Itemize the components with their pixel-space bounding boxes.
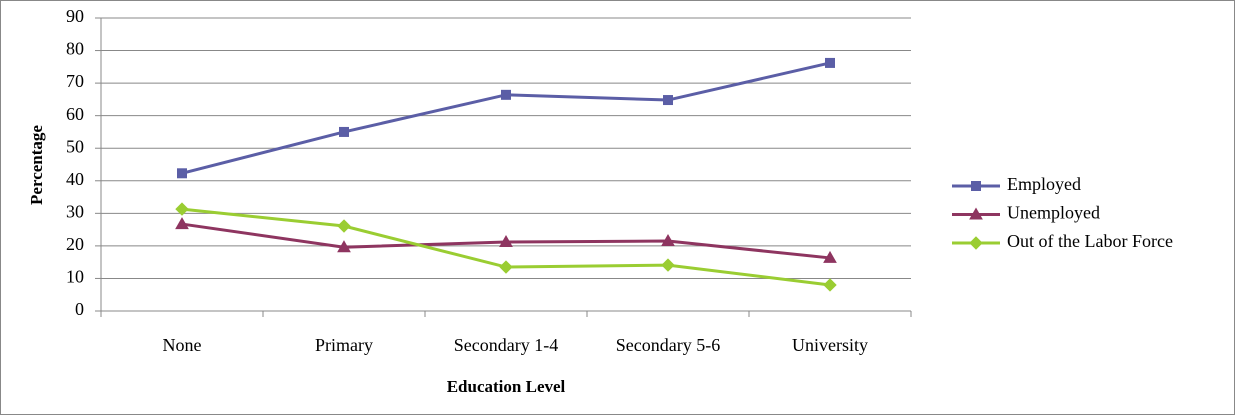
data-point (661, 258, 675, 272)
data-point (337, 219, 351, 233)
legend-marker (969, 236, 983, 250)
data-point (177, 168, 187, 179)
data-point (499, 234, 513, 247)
legend-label: Employed (1007, 174, 1081, 194)
x-tick-label: University (792, 335, 868, 355)
legend-marker (971, 181, 981, 191)
data-point (823, 250, 837, 263)
x-tick-label: Secondary 5-6 (616, 335, 720, 355)
data-point (661, 233, 675, 247)
data-point (663, 95, 673, 106)
data-point (825, 57, 835, 68)
data-point (337, 240, 351, 253)
data-point (175, 202, 189, 216)
data-point (339, 126, 349, 137)
y-tick-label: 50 (66, 136, 84, 156)
data-point (823, 278, 837, 292)
x-tick-label: Primary (315, 335, 373, 355)
y-tick-label: 30 (66, 201, 84, 221)
y-tick-label: 60 (66, 104, 84, 124)
y-tick-label: 90 (66, 6, 84, 26)
y-tick-label: 0 (75, 299, 84, 319)
data-point (499, 260, 513, 274)
y-tick-label: 40 (66, 169, 84, 189)
y-tick-label: 20 (66, 234, 84, 254)
data-point (175, 217, 189, 230)
x-tick-label: None (163, 335, 202, 355)
legend-marker (969, 207, 983, 220)
x-axis-title: Education Level (447, 377, 566, 396)
legend-label: Out of the Labor Force (1007, 231, 1173, 251)
x-tick-label: Secondary 1-4 (454, 335, 558, 355)
legend-label: Unemployed (1007, 203, 1100, 223)
data-point (501, 89, 511, 100)
y-tick-label: 10 (66, 267, 84, 287)
y-axis-title: Percentage (27, 125, 46, 205)
y-tick-label: 80 (66, 39, 84, 59)
y-tick-label: 70 (66, 71, 84, 91)
